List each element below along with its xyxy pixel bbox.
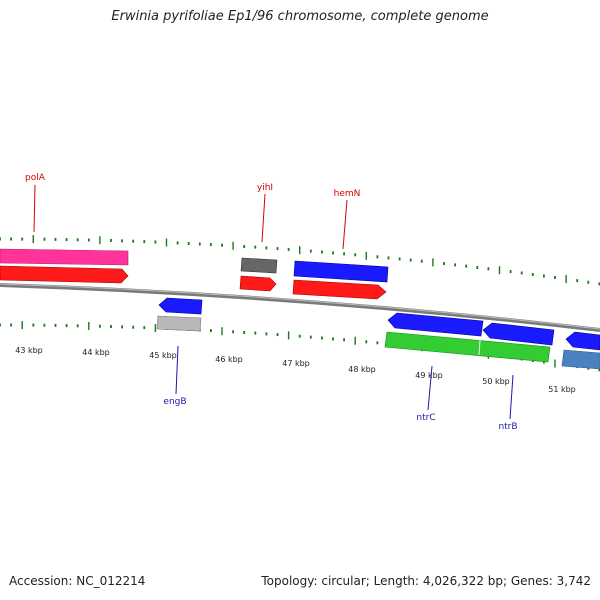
- cds-green-divider: [478, 339, 481, 356]
- scale-label: 51 kbp: [548, 385, 576, 394]
- backbone-arc-highlight: [0, 283, 600, 330]
- scale-label: 45 kbp: [149, 351, 177, 360]
- gene-label-hemN[interactable]: hemN: [334, 189, 361, 199]
- cds-ntrC-blue-feature[interactable]: [387, 312, 484, 337]
- gene-label-engB[interactable]: engB: [163, 397, 186, 407]
- cds-ntrB-blue-feature[interactable]: [482, 322, 555, 346]
- cds-lightgray-feature[interactable]: [156, 315, 202, 332]
- cds-engB-feature[interactable]: [158, 297, 203, 315]
- engB-leader: [175, 345, 179, 395]
- gene-label-yihI[interactable]: yihI: [257, 183, 273, 193]
- scale-label: 46 kbp: [215, 355, 243, 364]
- yihI-leader: [261, 193, 266, 243]
- hemN-leader: [342, 199, 348, 250]
- scale-label: 43 kbp: [15, 346, 43, 355]
- gene-label-polA[interactable]: polA: [25, 173, 46, 183]
- gene-label-ntrC[interactable]: ntrC: [416, 413, 435, 423]
- map-title: Erwinia pyrifoliae Ep1/96 chromosome, co…: [111, 9, 489, 24]
- polA-leader: [33, 184, 36, 233]
- cds-polA-feature[interactable]: [0, 265, 129, 284]
- accession-label: Accession: NC_012214: [9, 574, 146, 588]
- cds-steelblue-feature[interactable]: [561, 349, 600, 370]
- cds-steel-feature[interactable]: [565, 331, 600, 351]
- scale-label: 47 kbp: [282, 359, 310, 368]
- cds-hemN-feature[interactable]: [292, 279, 387, 300]
- cds-gray-feature[interactable]: [240, 257, 278, 274]
- scale-label: 50 kbp: [482, 377, 510, 386]
- outer-tick-ring: [0, 235, 600, 286]
- backbone-arc: [0, 283, 600, 332]
- scale-label: 48 kbp: [348, 365, 376, 374]
- scale-label: 49 kbp: [415, 371, 443, 380]
- gene-label-ntrB[interactable]: ntrB: [498, 422, 517, 432]
- cds-pink-feature[interactable]: [0, 248, 129, 266]
- ntrC-leader: [427, 365, 433, 411]
- topology-label: Topology: circular; Length: 4,026,322 bp…: [261, 574, 591, 588]
- ntrB-leader: [509, 374, 514, 420]
- scale-label: 44 kbp: [82, 348, 110, 357]
- cds-hemN-blue-feature[interactable]: [293, 260, 389, 283]
- cds-yihI-feature[interactable]: [239, 275, 277, 292]
- cds-green-feature[interactable]: [384, 331, 551, 363]
